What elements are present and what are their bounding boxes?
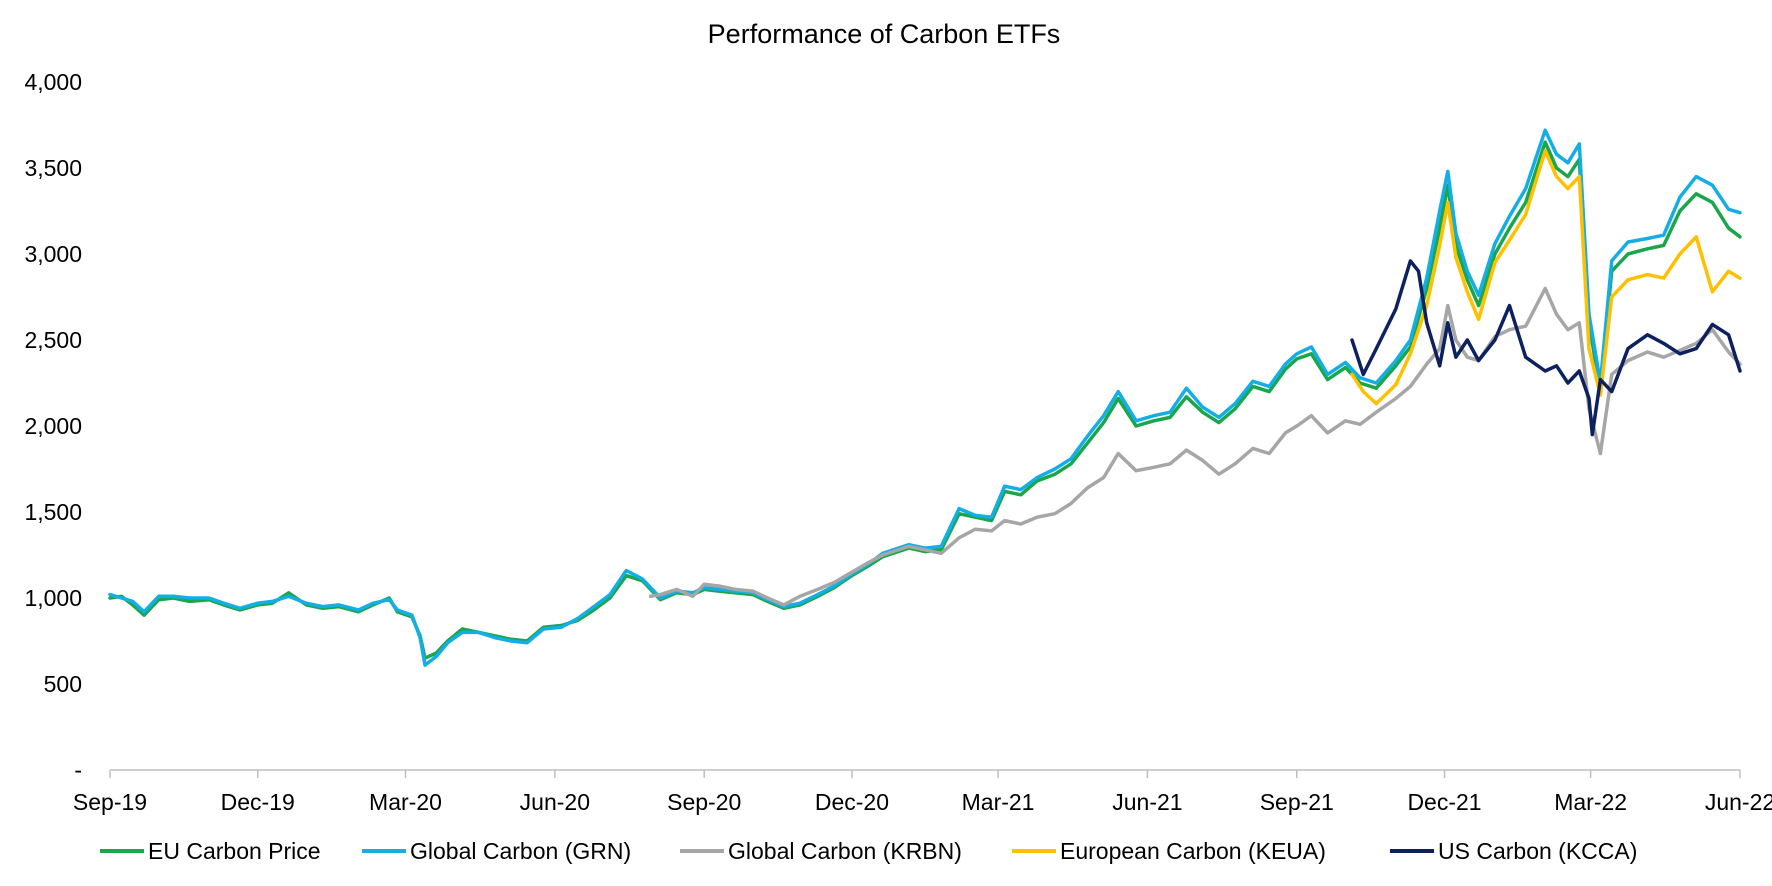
x-tick-label: Mar-20 bbox=[369, 789, 442, 815]
y-tick-label: 1,500 bbox=[24, 499, 82, 525]
x-tick-label: Jun-22 bbox=[1705, 789, 1772, 815]
series-line bbox=[108, 128, 1742, 667]
legend-label: European Carbon (KEUA) bbox=[1060, 838, 1326, 864]
x-tick-label: Dec-19 bbox=[221, 789, 295, 815]
y-axis: - 500 1,000 1,500 2,000 2,500 3,000 3,500 4,000 bbox=[24, 69, 82, 783]
x-tick-label: Dec-21 bbox=[1407, 789, 1481, 815]
x-tick-label: Jun-21 bbox=[1112, 789, 1182, 815]
x-tick-label: Sep-21 bbox=[1260, 789, 1334, 815]
chart-title: Performance of Carbon ETFs bbox=[708, 19, 1061, 49]
legend: EU Carbon Price Global Carbon (GRN) Global… bbox=[100, 838, 1637, 864]
legend-label: Global Carbon (GRN) bbox=[410, 838, 631, 864]
x-tick-label: Mar-22 bbox=[1554, 789, 1627, 815]
series-line bbox=[648, 286, 1742, 607]
y-tick-label: 4,000 bbox=[24, 69, 82, 95]
y-tick-label: 2,000 bbox=[24, 413, 82, 439]
y-tick-label: 1,000 bbox=[24, 585, 82, 611]
y-tick-label: 500 bbox=[44, 671, 82, 697]
x-tick-label: Jun-20 bbox=[520, 789, 590, 815]
x-axis: Sep-19 Dec-19 Mar-20 Jun-20 Sep-20 Dec-20 Mar-… bbox=[73, 770, 1772, 815]
series-line bbox=[1350, 259, 1742, 437]
y-tick-label: - bbox=[74, 757, 82, 783]
y-tick-label: 3,000 bbox=[24, 241, 82, 267]
legend-label: Global Carbon (KRBN) bbox=[728, 838, 962, 864]
x-tick-label: Mar-21 bbox=[962, 789, 1035, 815]
series-lines bbox=[108, 128, 1742, 667]
legend-label: US Carbon (KCCA) bbox=[1438, 838, 1637, 864]
x-tick-label: Sep-20 bbox=[667, 789, 741, 815]
x-tick-label: Dec-20 bbox=[815, 789, 889, 815]
y-tick-label: 2,500 bbox=[24, 327, 82, 353]
series-line bbox=[108, 140, 1742, 660]
series-line bbox=[1350, 149, 1742, 406]
x-tick-label: Sep-19 bbox=[73, 789, 147, 815]
legend-label: EU Carbon Price bbox=[148, 838, 321, 864]
y-tick-label: 3,500 bbox=[24, 155, 82, 181]
